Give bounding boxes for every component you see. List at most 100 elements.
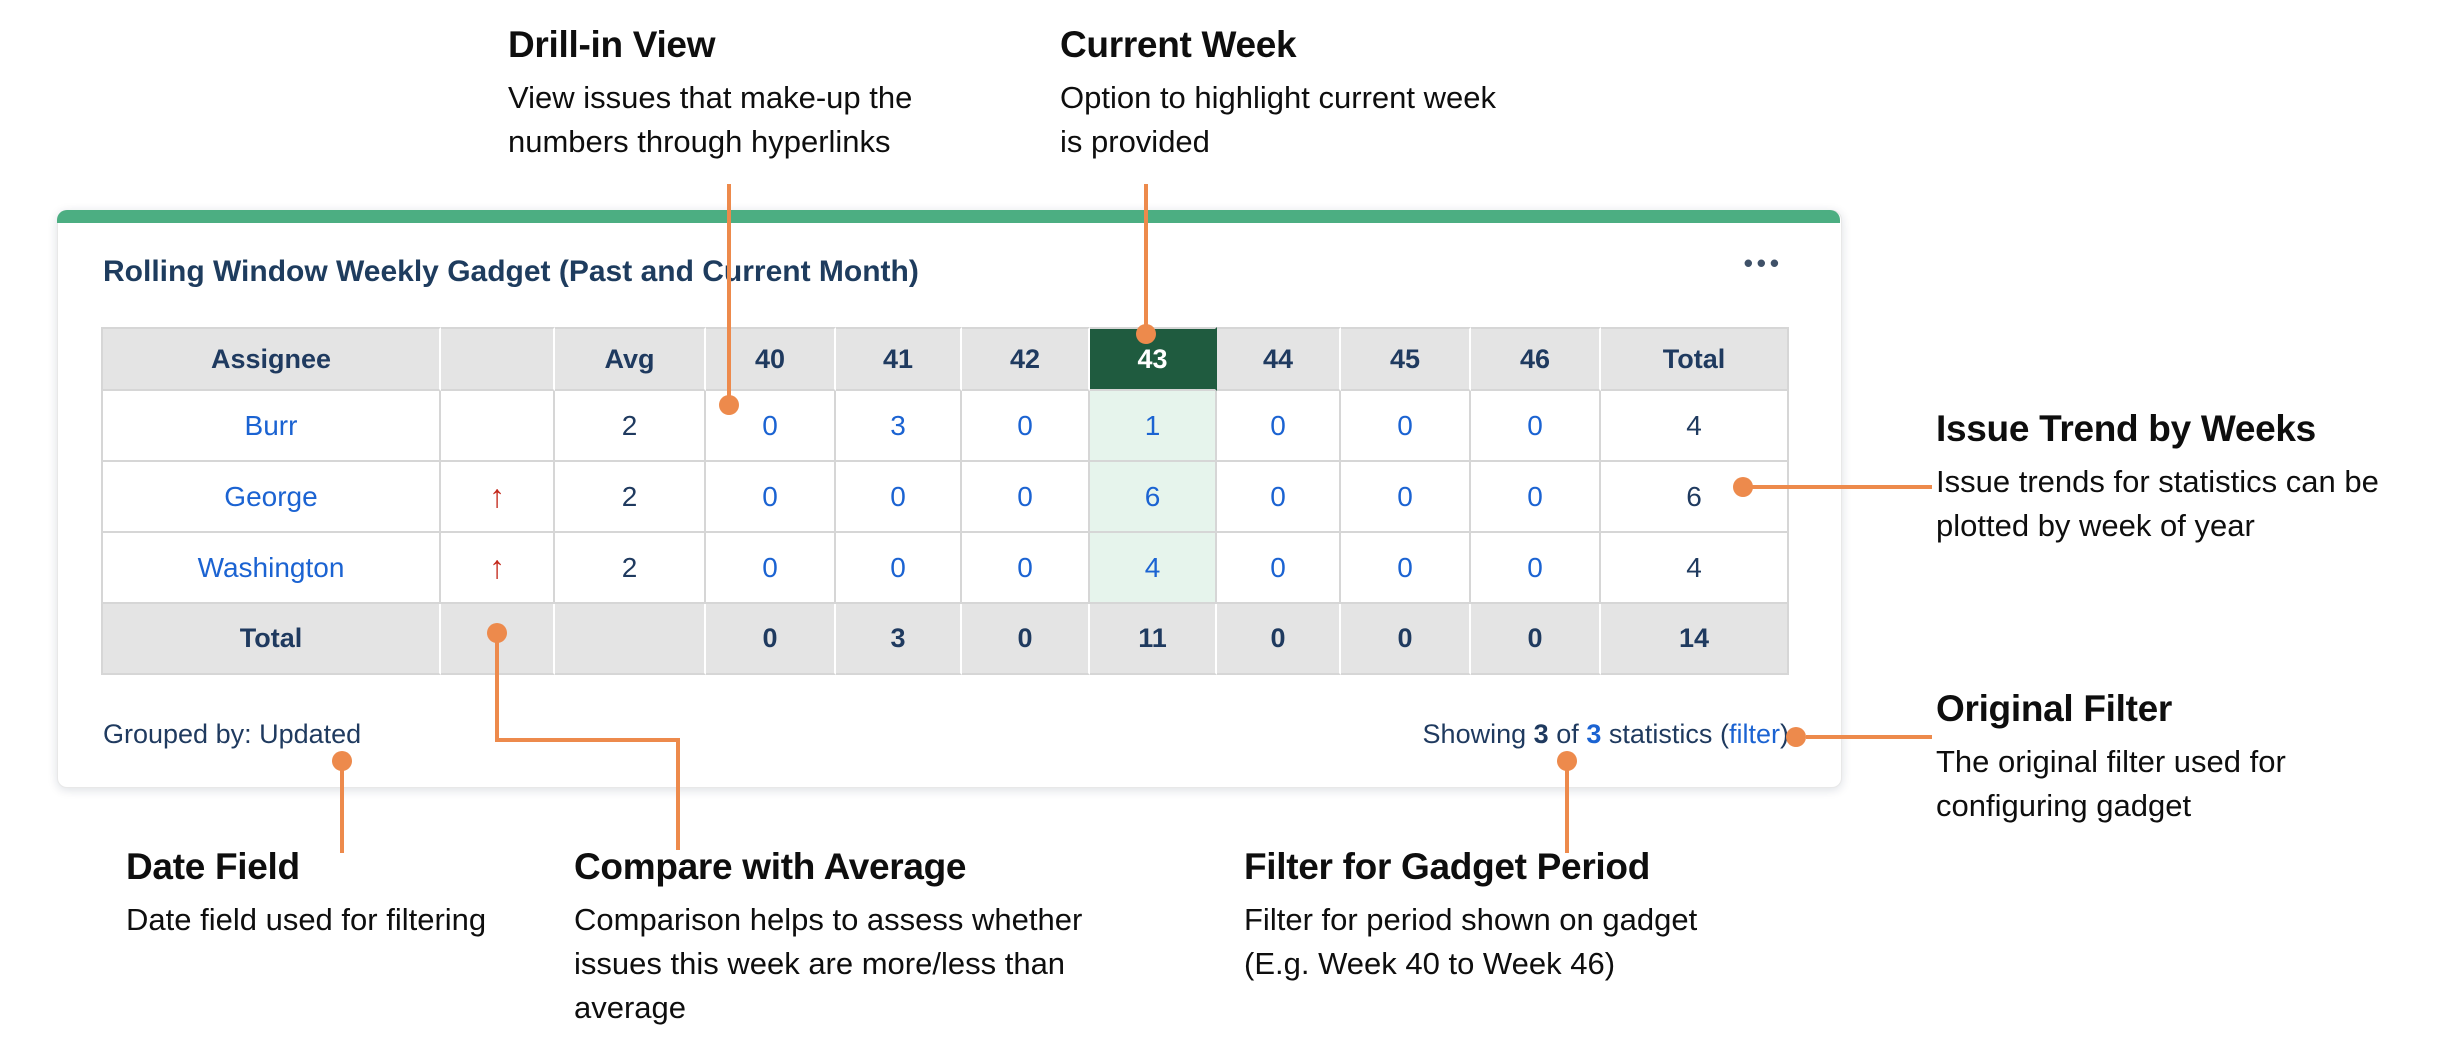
paren-open: ( bbox=[1719, 719, 1729, 749]
drilldown-link[interactable]: 0 bbox=[1017, 409, 1033, 441]
week-cell: 0 bbox=[1217, 391, 1341, 462]
annotation-line: Comparison helps to assess whether bbox=[574, 902, 1083, 937]
annotation-title: Issue Trend by Weeks bbox=[1936, 408, 2316, 449]
column-header-total: Total bbox=[1601, 327, 1789, 391]
annotation-title: Compare with Average bbox=[574, 846, 967, 887]
gadget-card: Rolling Window Weekly Gadget (Past and C… bbox=[57, 210, 1842, 788]
drilldown-link[interactable]: 0 bbox=[890, 480, 906, 512]
week-cell: 0 bbox=[1341, 533, 1471, 604]
column-header-avg: Avg bbox=[555, 327, 706, 391]
column-total-value: 11 bbox=[1090, 604, 1217, 675]
drilldown-link[interactable]: 0 bbox=[1017, 480, 1033, 512]
row-total-value: 4 bbox=[1601, 533, 1789, 604]
drilldown-link[interactable]: 0 bbox=[1270, 480, 1286, 512]
annotation-line: configuring gadget bbox=[1936, 788, 2192, 823]
column-total-value: 0 bbox=[1471, 604, 1601, 675]
drilldown-link[interactable]: 0 bbox=[762, 551, 778, 583]
statistics-text: statistics bbox=[1608, 719, 1713, 749]
trend-up-icon: ↑ bbox=[441, 462, 555, 533]
week-cell: 0 bbox=[962, 462, 1090, 533]
assignee-link[interactable]: Washington bbox=[197, 551, 345, 583]
assignee-cell: Burr bbox=[101, 391, 441, 462]
week-cell: 0 bbox=[1471, 533, 1601, 604]
table-header-row: Assignee Avg 40 41 42 43 44 45 46 Total bbox=[101, 327, 1789, 391]
week-cell: 0 bbox=[1341, 391, 1471, 462]
week-cell: 0 bbox=[706, 462, 836, 533]
drilldown-link[interactable]: 4 bbox=[1144, 551, 1161, 583]
drill-in-connector-dot bbox=[719, 395, 739, 415]
gadget-title: Rolling Window Weekly Gadget (Past and C… bbox=[103, 255, 919, 288]
annotation-line: is provided bbox=[1060, 124, 1210, 159]
trend-up-icon: ↑ bbox=[441, 533, 555, 604]
current-week-cell: 1 bbox=[1090, 391, 1217, 462]
column-header-assignee: Assignee bbox=[101, 327, 441, 391]
week-cell: 0 bbox=[1217, 533, 1341, 604]
drilldown-link[interactable]: 0 bbox=[1527, 480, 1543, 512]
annotation-title: Filter for Gadget Period bbox=[1244, 846, 1651, 887]
drilldown-link[interactable]: 1 bbox=[1144, 409, 1161, 441]
annotation-line: Date field used for filtering bbox=[126, 902, 487, 937]
drilldown-link[interactable]: 0 bbox=[1270, 551, 1286, 583]
trend-cell bbox=[441, 391, 555, 462]
column-header-week-41: 41 bbox=[836, 327, 962, 391]
drilldown-link[interactable]: 0 bbox=[1397, 409, 1413, 441]
drilldown-link[interactable]: 0 bbox=[890, 551, 906, 583]
column-header-week-44: 44 bbox=[1217, 327, 1341, 391]
assignee-link[interactable]: Burr bbox=[244, 409, 298, 441]
drilldown-link[interactable]: 0 bbox=[762, 480, 778, 512]
column-total-value: 0 bbox=[706, 604, 836, 675]
week-cell: 0 bbox=[836, 462, 962, 533]
column-total-value: 0 bbox=[1217, 604, 1341, 675]
drilldown-link[interactable]: 3 bbox=[890, 409, 906, 441]
annotation-title: Date Field bbox=[126, 846, 300, 887]
filter-period-connector-dot bbox=[1557, 751, 1577, 771]
assignee-cell: Washington bbox=[101, 533, 441, 604]
table-row: George ↑ 2 0 0 0 6 0 0 0 6 bbox=[101, 462, 1789, 533]
column-header-trend bbox=[441, 327, 555, 391]
column-total-value: 0 bbox=[1341, 604, 1471, 675]
annotation-title: Drill-in View bbox=[508, 24, 716, 65]
annotation-current-week: Current Week Option to highlight current… bbox=[1060, 24, 1496, 164]
drilldown-link[interactable]: 0 bbox=[1397, 480, 1413, 512]
annotation-title: Original Filter bbox=[1936, 688, 2173, 729]
drilldown-link[interactable]: 0 bbox=[1527, 409, 1543, 441]
row-total-value: 6 bbox=[1601, 462, 1789, 533]
annotation-line: Option to highlight current week bbox=[1060, 80, 1496, 115]
column-header-week-40: 40 bbox=[706, 327, 836, 391]
column-header-week-42: 42 bbox=[962, 327, 1090, 391]
grand-total-value: 14 bbox=[1601, 604, 1789, 675]
total-count-link[interactable]: 3 bbox=[1586, 719, 1602, 749]
annotation-date-field: Date Field Date field used for filtering bbox=[126, 846, 486, 942]
week-cell: 0 bbox=[962, 533, 1090, 604]
week-cell: 0 bbox=[706, 533, 836, 604]
drilldown-link[interactable]: 0 bbox=[1397, 551, 1413, 583]
filter-link[interactable]: filter bbox=[1728, 719, 1780, 749]
annotation-issue-trend: Issue Trend by Weeks Issue trends for st… bbox=[1936, 408, 2379, 548]
current-week-cell: 6 bbox=[1090, 462, 1217, 533]
annotation-line: numbers through hyperlinks bbox=[508, 124, 891, 159]
showing-statistics-text: Showing 3 of 3 statistics (filter) bbox=[1423, 719, 1789, 750]
total-row-avg-cell bbox=[555, 604, 706, 675]
annotation-line: View issues that make-up the bbox=[508, 80, 913, 115]
annotation-compare-average: Compare with Average Comparison helps to… bbox=[574, 846, 1082, 1030]
annotation-line: The original filter used for bbox=[1936, 744, 2286, 779]
avg-value: 2 bbox=[555, 462, 706, 533]
week-cell: 0 bbox=[706, 391, 836, 462]
annotation-original-filter: Original Filter The original filter used… bbox=[1936, 688, 2286, 828]
annotation-line: plotted by week of year bbox=[1936, 508, 2255, 543]
drilldown-link[interactable]: 0 bbox=[1017, 551, 1033, 583]
statistics-table: Assignee Avg 40 41 42 43 44 45 46 Total … bbox=[101, 327, 1789, 675]
annotation-line: (E.g. Week 40 to Week 46) bbox=[1244, 946, 1616, 981]
drilldown-link[interactable]: 0 bbox=[762, 409, 778, 441]
assignee-cell: George bbox=[101, 462, 441, 533]
table-row: Washington ↑ 2 0 0 0 4 0 0 0 4 bbox=[101, 533, 1789, 604]
drilldown-link[interactable]: 0 bbox=[1527, 551, 1543, 583]
assignee-link[interactable]: George bbox=[224, 480, 318, 512]
avg-value: 2 bbox=[555, 391, 706, 462]
total-row-label: Total bbox=[101, 604, 441, 675]
more-actions-button[interactable]: ••• bbox=[1738, 247, 1789, 280]
annotation-title: Current Week bbox=[1060, 24, 1297, 65]
drilldown-link[interactable]: 6 bbox=[1144, 480, 1161, 512]
current-week-cell: 4 bbox=[1090, 533, 1217, 604]
drilldown-link[interactable]: 0 bbox=[1270, 409, 1286, 441]
